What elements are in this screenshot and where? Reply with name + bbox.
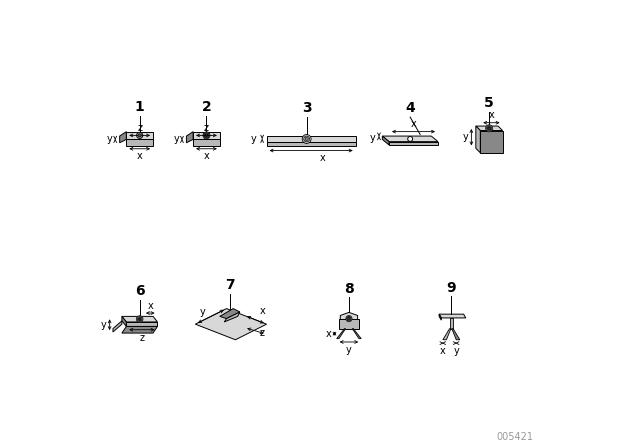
Text: z: z [204, 123, 209, 133]
Polygon shape [337, 329, 346, 339]
Text: x: x [204, 151, 209, 161]
Polygon shape [439, 314, 466, 318]
Polygon shape [267, 136, 356, 142]
Circle shape [137, 317, 142, 322]
Polygon shape [113, 321, 122, 332]
Polygon shape [439, 314, 442, 320]
Circle shape [138, 134, 141, 137]
Text: x: x [440, 346, 445, 356]
Polygon shape [186, 132, 193, 143]
Polygon shape [122, 327, 157, 333]
Circle shape [138, 318, 141, 321]
Circle shape [486, 125, 492, 131]
Text: 7: 7 [225, 278, 235, 293]
Polygon shape [382, 136, 438, 142]
Text: 1: 1 [135, 100, 145, 114]
Text: 5: 5 [484, 96, 494, 110]
Text: y: y [346, 345, 352, 355]
Text: y: y [200, 307, 205, 317]
Circle shape [305, 138, 308, 141]
Text: y: y [173, 134, 179, 144]
Text: x: x [137, 151, 143, 161]
Polygon shape [443, 329, 451, 340]
Text: x: x [147, 301, 153, 311]
Polygon shape [382, 136, 389, 145]
Text: y: y [251, 134, 257, 144]
Polygon shape [126, 132, 153, 139]
Polygon shape [224, 312, 240, 322]
Circle shape [304, 136, 310, 142]
Text: 8: 8 [344, 282, 354, 296]
Text: 005421: 005421 [497, 432, 534, 442]
Polygon shape [452, 329, 460, 340]
Circle shape [488, 126, 491, 130]
Text: x: x [260, 306, 266, 316]
Polygon shape [449, 318, 453, 329]
Text: y: y [370, 133, 376, 143]
Polygon shape [480, 130, 502, 153]
Text: x: x [319, 153, 325, 163]
Circle shape [136, 132, 143, 138]
Text: x: x [411, 119, 417, 129]
Polygon shape [126, 322, 157, 327]
Circle shape [203, 132, 210, 139]
Text: 2: 2 [202, 100, 211, 114]
Polygon shape [122, 316, 126, 327]
Polygon shape [126, 139, 153, 146]
Circle shape [486, 125, 493, 132]
Polygon shape [352, 329, 361, 339]
Polygon shape [220, 309, 240, 319]
Polygon shape [120, 132, 126, 143]
Text: y: y [453, 346, 459, 356]
Polygon shape [339, 319, 359, 329]
Circle shape [139, 318, 141, 320]
Polygon shape [340, 312, 358, 325]
Text: x: x [488, 111, 494, 121]
Text: z: z [260, 327, 265, 337]
Polygon shape [389, 142, 438, 145]
Text: y: y [100, 320, 106, 330]
Text: 4: 4 [405, 101, 415, 116]
Text: 3: 3 [302, 101, 312, 116]
Text: y: y [462, 132, 468, 142]
Text: x: x [325, 328, 331, 339]
Polygon shape [193, 132, 220, 139]
Polygon shape [193, 139, 220, 146]
Circle shape [408, 137, 413, 142]
Circle shape [488, 127, 490, 129]
Circle shape [348, 317, 350, 320]
Text: z: z [140, 332, 145, 343]
Polygon shape [122, 316, 157, 322]
Polygon shape [195, 309, 267, 340]
Text: 9: 9 [447, 280, 456, 295]
Circle shape [302, 134, 311, 143]
Circle shape [347, 316, 351, 321]
Circle shape [136, 316, 143, 323]
Polygon shape [267, 142, 356, 146]
Circle shape [205, 134, 208, 137]
Circle shape [204, 133, 209, 138]
Circle shape [346, 315, 352, 322]
Text: 6: 6 [135, 284, 145, 298]
Text: z: z [137, 123, 142, 133]
Text: y: y [107, 134, 113, 144]
Circle shape [204, 133, 209, 138]
Polygon shape [476, 126, 502, 130]
Polygon shape [476, 126, 480, 153]
